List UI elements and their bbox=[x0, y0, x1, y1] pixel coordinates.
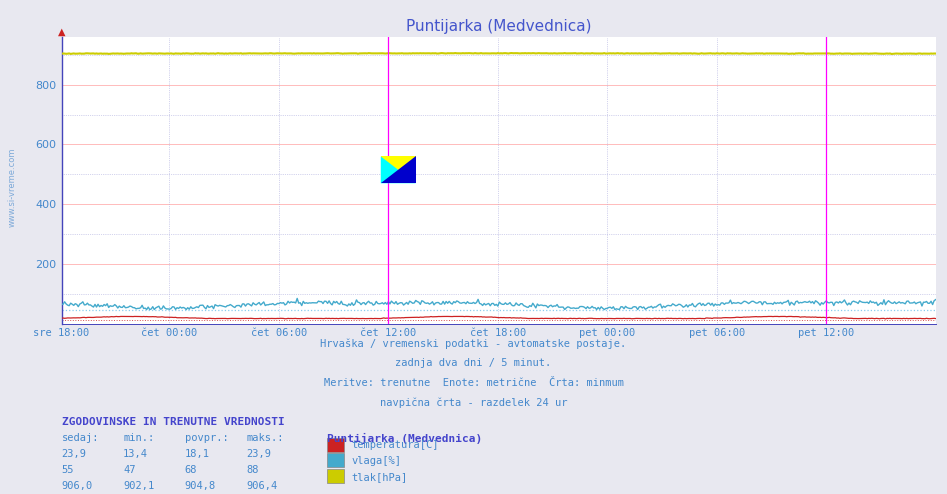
Polygon shape bbox=[381, 157, 416, 183]
Text: ►: ► bbox=[0, 493, 1, 494]
Text: 23,9: 23,9 bbox=[62, 449, 86, 459]
Text: tlak[hPa]: tlak[hPa] bbox=[351, 472, 407, 482]
Text: zadnja dva dni / 5 minut.: zadnja dva dni / 5 minut. bbox=[396, 358, 551, 368]
Text: vlaga[%]: vlaga[%] bbox=[351, 456, 402, 466]
Text: 906,0: 906,0 bbox=[62, 481, 93, 491]
Text: ZGODOVINSKE IN TRENUTNE VREDNOSTI: ZGODOVINSKE IN TRENUTNE VREDNOSTI bbox=[62, 417, 284, 427]
Text: Puntijarka (Medvednica): Puntijarka (Medvednica) bbox=[327, 433, 482, 444]
Title: Puntijarka (Medvednica): Puntijarka (Medvednica) bbox=[406, 19, 591, 35]
Text: navpična črta - razdelek 24 ur: navpična črta - razdelek 24 ur bbox=[380, 398, 567, 408]
Text: 18,1: 18,1 bbox=[185, 449, 209, 459]
Text: 47: 47 bbox=[123, 465, 135, 475]
Text: ▲: ▲ bbox=[58, 27, 65, 37]
Text: 88: 88 bbox=[246, 465, 259, 475]
Polygon shape bbox=[381, 157, 416, 183]
Text: temperatura[C]: temperatura[C] bbox=[351, 440, 438, 450]
Text: 13,4: 13,4 bbox=[123, 449, 148, 459]
Text: 68: 68 bbox=[185, 465, 197, 475]
Text: www.si-vreme.com: www.si-vreme.com bbox=[8, 148, 17, 227]
Text: maks.:: maks.: bbox=[246, 433, 284, 443]
Text: 55: 55 bbox=[62, 465, 74, 475]
Text: sedaj:: sedaj: bbox=[62, 433, 99, 443]
Bar bbox=[381, 157, 416, 183]
Text: min.:: min.: bbox=[123, 433, 154, 443]
Text: 902,1: 902,1 bbox=[123, 481, 154, 491]
Text: 23,9: 23,9 bbox=[246, 449, 271, 459]
Text: Meritve: trenutne  Enote: metrične  Črta: minmum: Meritve: trenutne Enote: metrične Črta: … bbox=[324, 378, 623, 388]
Text: povpr.:: povpr.: bbox=[185, 433, 228, 443]
Text: Hrvaška / vremenski podatki - avtomatske postaje.: Hrvaška / vremenski podatki - avtomatske… bbox=[320, 338, 627, 349]
Text: 904,8: 904,8 bbox=[185, 481, 216, 491]
Text: 906,4: 906,4 bbox=[246, 481, 277, 491]
